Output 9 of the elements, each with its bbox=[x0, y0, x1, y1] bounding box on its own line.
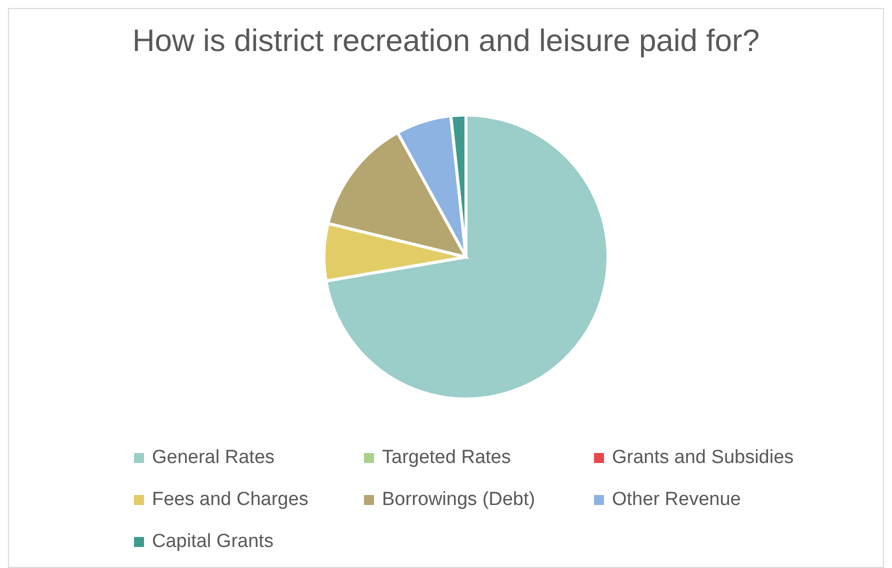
chart-title: How is district recreation and leisure paid for? bbox=[131, 23, 761, 59]
legend-label: Other Revenue bbox=[612, 489, 741, 511]
legend-label: Fees and Charges bbox=[152, 489, 308, 511]
legend-label: General Rates bbox=[152, 447, 275, 469]
legend-label: Targeted Rates bbox=[382, 447, 511, 469]
legend-label: Grants and Subsidies bbox=[612, 447, 794, 469]
legend-label: Borrowings (Debt) bbox=[382, 489, 536, 511]
pie-slice bbox=[324, 114, 610, 400]
legend-label: Capital Grants bbox=[152, 531, 274, 553]
